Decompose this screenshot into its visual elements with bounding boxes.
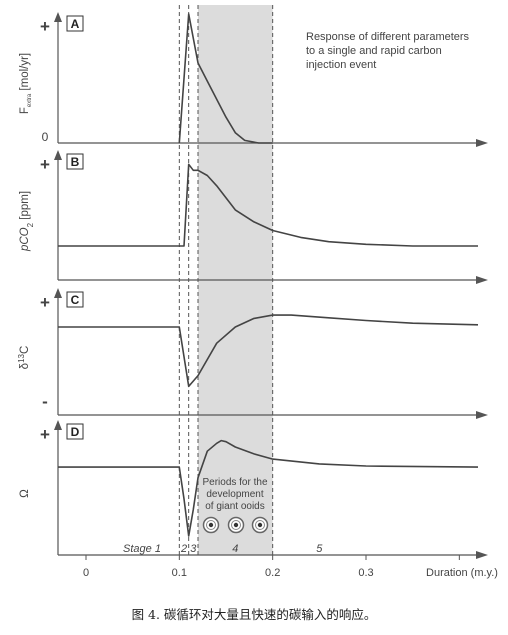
panel-B-ylabel-rest: [ppm] bbox=[19, 191, 31, 223]
panel-D-ylabel-main: Ω bbox=[19, 489, 31, 498]
x-axis-label: Duration (m.y.) bbox=[426, 567, 498, 579]
panel-D-ylabel: Ω bbox=[19, 489, 31, 498]
panel-D-y-arrow bbox=[54, 420, 62, 430]
panel-C-ylabel-main: δ bbox=[19, 363, 31, 369]
panel-D-label: D bbox=[71, 425, 80, 439]
panel-A-ylabel: Fextra [mol/yr] bbox=[19, 53, 33, 114]
giant-ooid-ring-2 bbox=[255, 520, 265, 530]
stage-label-2: 3 bbox=[190, 543, 197, 555]
panel-A-ylabel-rest: [mol/yr] bbox=[19, 53, 31, 94]
panel-A-ytick-zero: 0 bbox=[42, 130, 49, 144]
panel-D-ytick-plus: + bbox=[40, 425, 50, 444]
annotation-line-2: injection event bbox=[306, 59, 376, 71]
panel-C-series-line bbox=[58, 314, 479, 388]
panel-B-ylabel: pCO2 [ppm] bbox=[19, 191, 35, 252]
panel-D-x-arrow bbox=[476, 551, 488, 559]
panel-A-series-line bbox=[178, 13, 273, 144]
stage-label-3: 4 bbox=[232, 543, 238, 555]
panel-A-x-arrow bbox=[476, 139, 488, 147]
panel-C-label: C bbox=[71, 293, 80, 307]
panel-A-ylabel-main: F bbox=[19, 107, 31, 114]
panel-A-y-arrow bbox=[54, 12, 62, 22]
panel-C-x-arrow bbox=[476, 411, 488, 419]
panel-B-ytick-plus: + bbox=[40, 155, 50, 174]
panel-A-ytick-plus: + bbox=[40, 17, 50, 36]
panel-A-label: A bbox=[71, 17, 80, 31]
figure-caption: 图 4. 碳循环对大量且快速的碳输入的响应。 bbox=[131, 607, 377, 622]
giant-ooid-core-1 bbox=[233, 522, 239, 528]
annotation-line-1: to a single and rapid carbon bbox=[306, 45, 442, 57]
panel-C-ylabel-rest: C bbox=[19, 346, 31, 354]
panel-C-ylabel: δ13C bbox=[17, 346, 32, 370]
panel-B-series-line bbox=[58, 163, 478, 247]
panel-C-ytick-plus: + bbox=[40, 293, 50, 312]
panel-D-label-box bbox=[66, 423, 84, 440]
panel-B-label-box bbox=[66, 153, 84, 170]
panel-B-label: B bbox=[71, 155, 80, 169]
panel-B-x-arrow bbox=[476, 276, 488, 284]
ooid-note-line-0: Periods for the bbox=[202, 477, 267, 488]
panel-A-ylabel-sub: extra bbox=[27, 93, 33, 107]
panel-B-ylabel-main: pCO bbox=[19, 227, 31, 252]
panel-C-ylabel-sup: 13 bbox=[17, 353, 26, 362]
giant-ooid-core-2 bbox=[257, 522, 263, 528]
panel-B-ylabel-sub: 2 bbox=[26, 222, 35, 227]
stage-label-4: 5 bbox=[316, 543, 323, 555]
panel-C-label-box bbox=[66, 291, 84, 308]
ooid-note-line-1: development bbox=[206, 489, 263, 500]
panel-C-ytick-minus: - bbox=[42, 392, 48, 411]
ooid-note-line-2: of giant ooids bbox=[205, 501, 265, 512]
stage-label-0: Stage 1 bbox=[123, 543, 161, 555]
x-tick-label-3: 0.3 bbox=[358, 567, 373, 579]
x-tick-label-0: 0 bbox=[83, 567, 89, 579]
stage-label-1: 2 bbox=[180, 543, 187, 555]
panel-A-label-box bbox=[66, 15, 84, 32]
giant-ooid-ring-1 bbox=[231, 520, 241, 530]
panel-C-y-arrow bbox=[54, 288, 62, 298]
panel-D-series-line bbox=[58, 439, 479, 537]
x-tick-label-1: 0.1 bbox=[172, 567, 187, 579]
panel-B-y-arrow bbox=[54, 150, 62, 160]
giant-ooid-core-0 bbox=[208, 522, 214, 528]
annotation-line-0: Response of different parameters bbox=[306, 31, 470, 43]
x-tick-label-2: 0.2 bbox=[265, 567, 280, 579]
giant-ooid-ring-0 bbox=[206, 520, 216, 530]
